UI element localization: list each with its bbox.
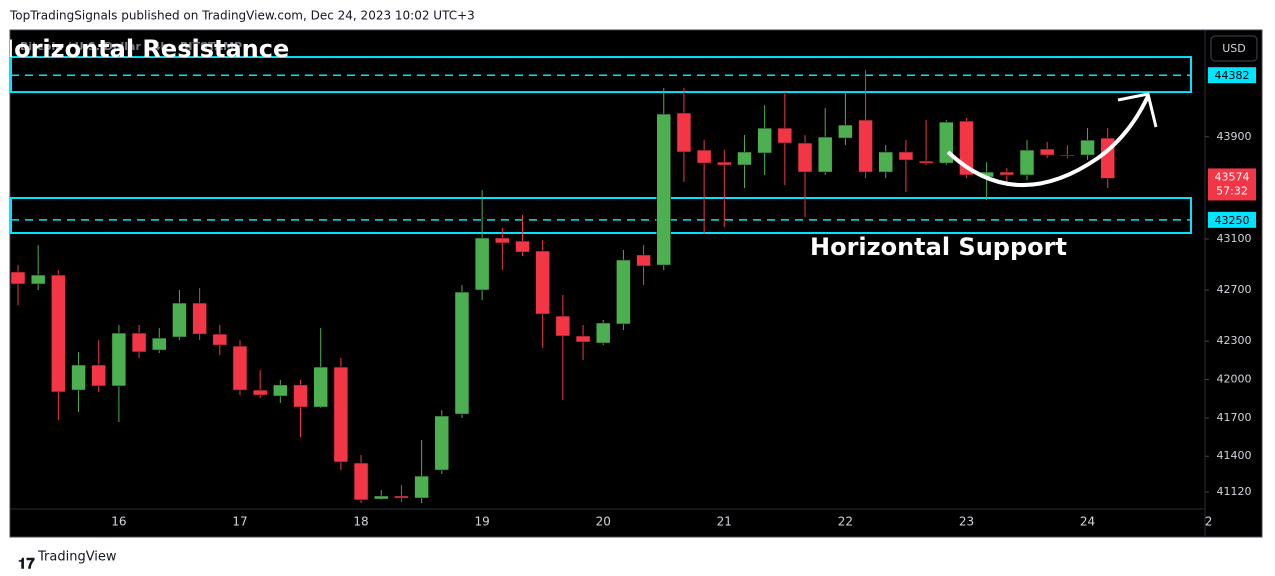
candle-body (192, 302, 207, 335)
candle-body (1019, 149, 1035, 176)
candle-body (858, 119, 873, 173)
candle-body (515, 240, 530, 253)
candle-body (717, 161, 732, 166)
footer-logo: TradingView (37, 550, 117, 565)
candle-body (777, 127, 793, 144)
candle-body (918, 160, 934, 164)
currency-label[interactable]: USD (1222, 42, 1246, 55)
symbol-label: Bitcoin / U.S. Dollar · 4h · BITSTAMP (20, 40, 242, 53)
candle-body (313, 366, 328, 408)
candle-body (676, 112, 692, 153)
zone-box (10, 196, 1192, 235)
candle-body (131, 332, 147, 353)
x-tick-label: 20 (596, 515, 611, 529)
y-tick-label: 43900 (1217, 130, 1252, 143)
candle-body (575, 335, 591, 343)
header-text: TopTradingSignals published on TradingVi… (9, 9, 475, 23)
candle-body (71, 364, 86, 391)
candle-body (333, 366, 349, 463)
x-tick-label: 23 (959, 515, 974, 529)
chart-panel (9, 29, 1263, 538)
candle-body (91, 364, 106, 387)
last-price: 43574 (1215, 170, 1250, 183)
candle-body (636, 254, 651, 267)
currency-button[interactable] (1210, 35, 1258, 62)
candle-body (555, 315, 571, 337)
level-label: 43250 (1215, 214, 1250, 227)
candle-body (1060, 154, 1075, 157)
candle-body (696, 149, 712, 164)
level-label-box (1208, 211, 1256, 228)
y-tick-label: 41700 (1217, 411, 1252, 424)
x-tick-label: 16 (111, 515, 126, 529)
candle-body (10, 271, 26, 285)
candle-body (51, 274, 66, 393)
zone-title: Horizontal Resistance (0, 35, 289, 63)
candle-body (737, 151, 752, 166)
candle-body (1039, 148, 1055, 156)
candle-body (152, 337, 167, 351)
zone-title: Horizontal Support (810, 233, 1067, 261)
candle-body (757, 127, 772, 154)
x-tick-label: 18 (353, 515, 368, 529)
candle-body (252, 389, 268, 396)
candle-body (414, 475, 429, 499)
projection-arrow (946, 95, 1150, 187)
countdown: 57:32 (1216, 184, 1248, 197)
candle-body (434, 415, 450, 471)
y-tick-label: 42000 (1217, 373, 1252, 386)
candle-body (495, 237, 510, 244)
y-tick-label: 41400 (1217, 449, 1252, 462)
candle-body (656, 113, 672, 266)
candle-body (535, 250, 550, 315)
candle-body (474, 237, 490, 291)
x-tick-label: 2 (1205, 515, 1213, 529)
candle-body (1080, 139, 1095, 156)
candle-body (595, 322, 611, 344)
y-tick-label: 43100 (1217, 232, 1252, 245)
candle-body (999, 171, 1015, 176)
candle-body (111, 332, 127, 387)
x-tick-label: 24 (1080, 515, 1095, 529)
candle-body (293, 384, 308, 408)
x-tick-label: 22 (838, 515, 853, 529)
plot: Bitcoin / U.S. Dollar · 4h · BITSTAMPHor… (0, 35, 1256, 529)
candle-body (454, 291, 470, 415)
y-tick-label: 42700 (1217, 283, 1252, 296)
plot-area: Bitcoin / U.S. Dollar · 4h · BITSTAMPHor… (0, 35, 1192, 504)
candle-body (797, 142, 813, 173)
x-tick-label: 19 (474, 515, 489, 529)
candle-body (30, 274, 46, 285)
candle-body (817, 136, 833, 173)
arrow-head (1117, 92, 1158, 128)
candle-body (878, 151, 893, 173)
candle-body (959, 120, 974, 176)
x-tick-label: 21 (717, 515, 732, 529)
level-label-box (1208, 67, 1256, 84)
candle-body (353, 462, 369, 501)
candle-body (273, 384, 288, 397)
x-tick-label: 17 (232, 515, 247, 529)
y-tick-label: 41120 (1217, 485, 1252, 498)
logo-icon: 𝟏𝟕 (18, 555, 35, 573)
candle-body (838, 124, 853, 139)
y-tick-label: 42300 (1217, 334, 1252, 347)
last-price-box (1208, 168, 1256, 201)
candle-body (898, 151, 914, 161)
candle-body (394, 495, 409, 499)
candle-body (212, 333, 228, 346)
candle-body (616, 259, 631, 325)
level-label: 44382 (1215, 69, 1250, 82)
candle-body (172, 302, 187, 338)
candle-body (373, 495, 389, 500)
candle-body (232, 345, 248, 391)
